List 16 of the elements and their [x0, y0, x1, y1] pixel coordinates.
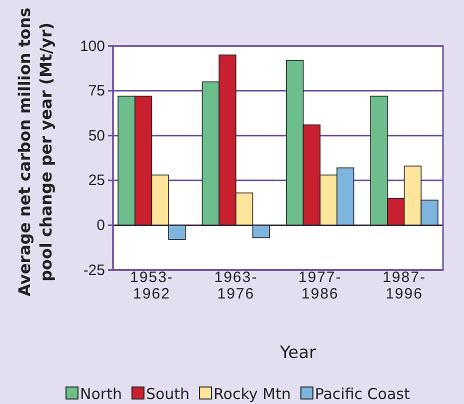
- y-tick-label: 25: [88, 172, 105, 190]
- y-tick-label: 75: [88, 82, 105, 100]
- legend-label: Rocky Mtn: [214, 385, 291, 403]
- x-axis-title: Year: [279, 343, 316, 363]
- legend-label: South: [146, 385, 190, 403]
- x-tick-label: 1987-1996: [382, 269, 426, 302]
- x-tick-label: 1977-1986: [298, 269, 342, 302]
- x-tick-label: 1963-1976: [214, 269, 258, 302]
- x-tick-label: 1953-1962: [130, 269, 174, 302]
- y-tick-label: 0: [96, 217, 105, 234]
- y-axis-title: Average net carbon million tons pool change per year (Mt/yr): [15, 8, 56, 296]
- y-tick-label: -25: [83, 262, 105, 279]
- y-tick-label: 50: [88, 127, 105, 144]
- legend-label: North: [80, 385, 122, 403]
- legend-label: Pacific Coast: [314, 385, 410, 403]
- y-tick-label: 100: [80, 38, 105, 55]
